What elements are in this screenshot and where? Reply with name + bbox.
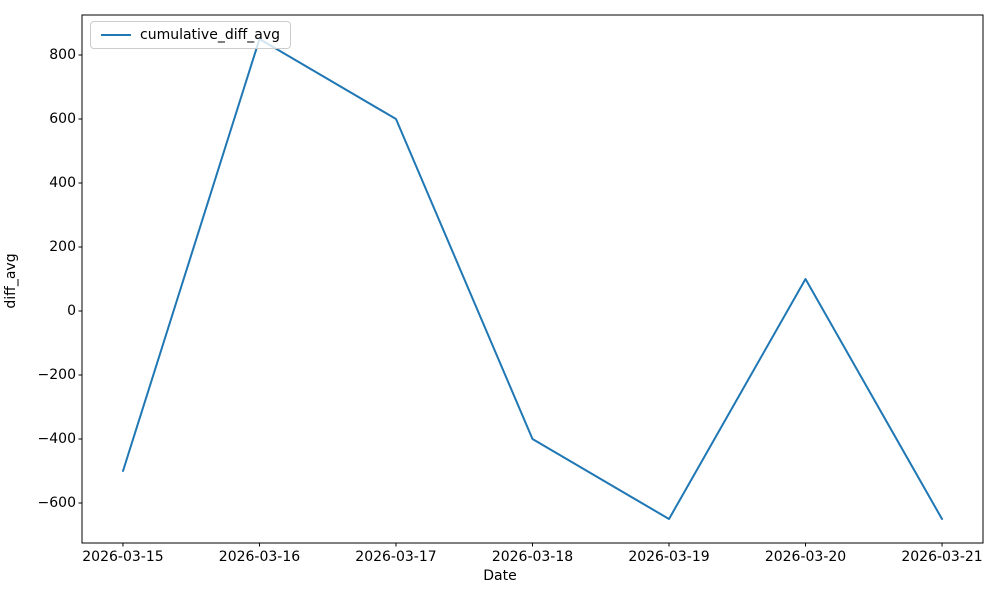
y-tick-label: 0 [67,303,76,319]
y-tick-label: −400 [37,431,76,447]
y-tick-label: 200 [49,239,76,255]
legend-line-swatch [101,34,131,36]
x-tick-label: 2026-03-21 [901,549,983,565]
x-tick-label: 2026-03-15 [82,549,164,565]
legend-label: cumulative_diff_avg [140,27,280,43]
y-tick-label: 800 [49,47,76,63]
y-tick-label: 600 [49,111,76,127]
axes-spines [81,14,984,544]
y-tick-label: −600 [37,495,76,511]
y-tick-label: −200 [37,367,76,383]
series-line [122,38,943,520]
x-tick-label: 2026-03-17 [355,549,437,565]
x-tick-label: 2026-03-19 [628,549,710,565]
legend: cumulative_diff_avg [90,21,291,49]
x-tick-label: 2026-03-18 [491,549,574,565]
y-tick-label: 400 [49,175,76,191]
x-tick-label: 2026-03-20 [764,549,847,565]
y-axis-label-text: diff_avg [3,253,19,309]
x-tick-label: 2026-03-16 [218,549,301,565]
x-axis-label: Date [483,568,517,584]
